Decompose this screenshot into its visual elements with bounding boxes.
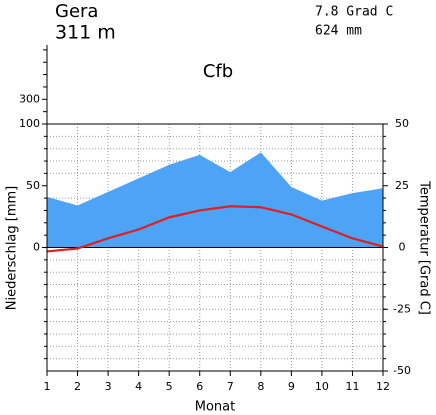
x-tick-label: 4: [135, 380, 142, 393]
y2-axis-label: Temperatur [Grad C]: [417, 180, 432, 315]
y2-tick-label: 25: [395, 179, 409, 192]
y-axis-label: Niederschlag [mm]: [5, 186, 20, 311]
elevation: 311 m: [55, 22, 116, 44]
x-tick-label: 8: [257, 380, 264, 393]
y-tick-label: 300: [19, 92, 40, 105]
x-tick-label: 12: [376, 380, 390, 393]
climate-class: Cfb: [203, 61, 233, 82]
x-tick-label: 3: [105, 380, 112, 393]
y-tick-label: 100: [19, 117, 40, 130]
y2-tick-label: -25: [393, 302, 411, 315]
annual-precip: 624 mm: [315, 24, 362, 39]
y-tick-label: 50: [26, 179, 40, 192]
x-tick-label: 9: [288, 380, 295, 393]
x-tick-label: 2: [74, 380, 81, 393]
x-axis-label: Monat: [195, 400, 235, 415]
x-tick-label: 5: [166, 380, 173, 393]
mean-temp: 7.8 Grad C: [315, 5, 393, 20]
y2-tick-label: 50: [395, 117, 409, 130]
x-tick-label: 1: [44, 380, 51, 393]
y2-tick-label: 0: [399, 241, 406, 254]
temperature-line: [46, 205, 384, 253]
x-tick-label: 6: [196, 380, 203, 393]
x-tick-label: 10: [315, 380, 329, 393]
y-tick-label: 0: [33, 241, 40, 254]
x-tick-label: 11: [345, 380, 359, 393]
y2-tick-label: -50: [393, 364, 411, 377]
precipitation-area: [47, 152, 383, 248]
x-tick-label: 7: [227, 380, 234, 393]
station: Gera: [55, 1, 98, 22]
